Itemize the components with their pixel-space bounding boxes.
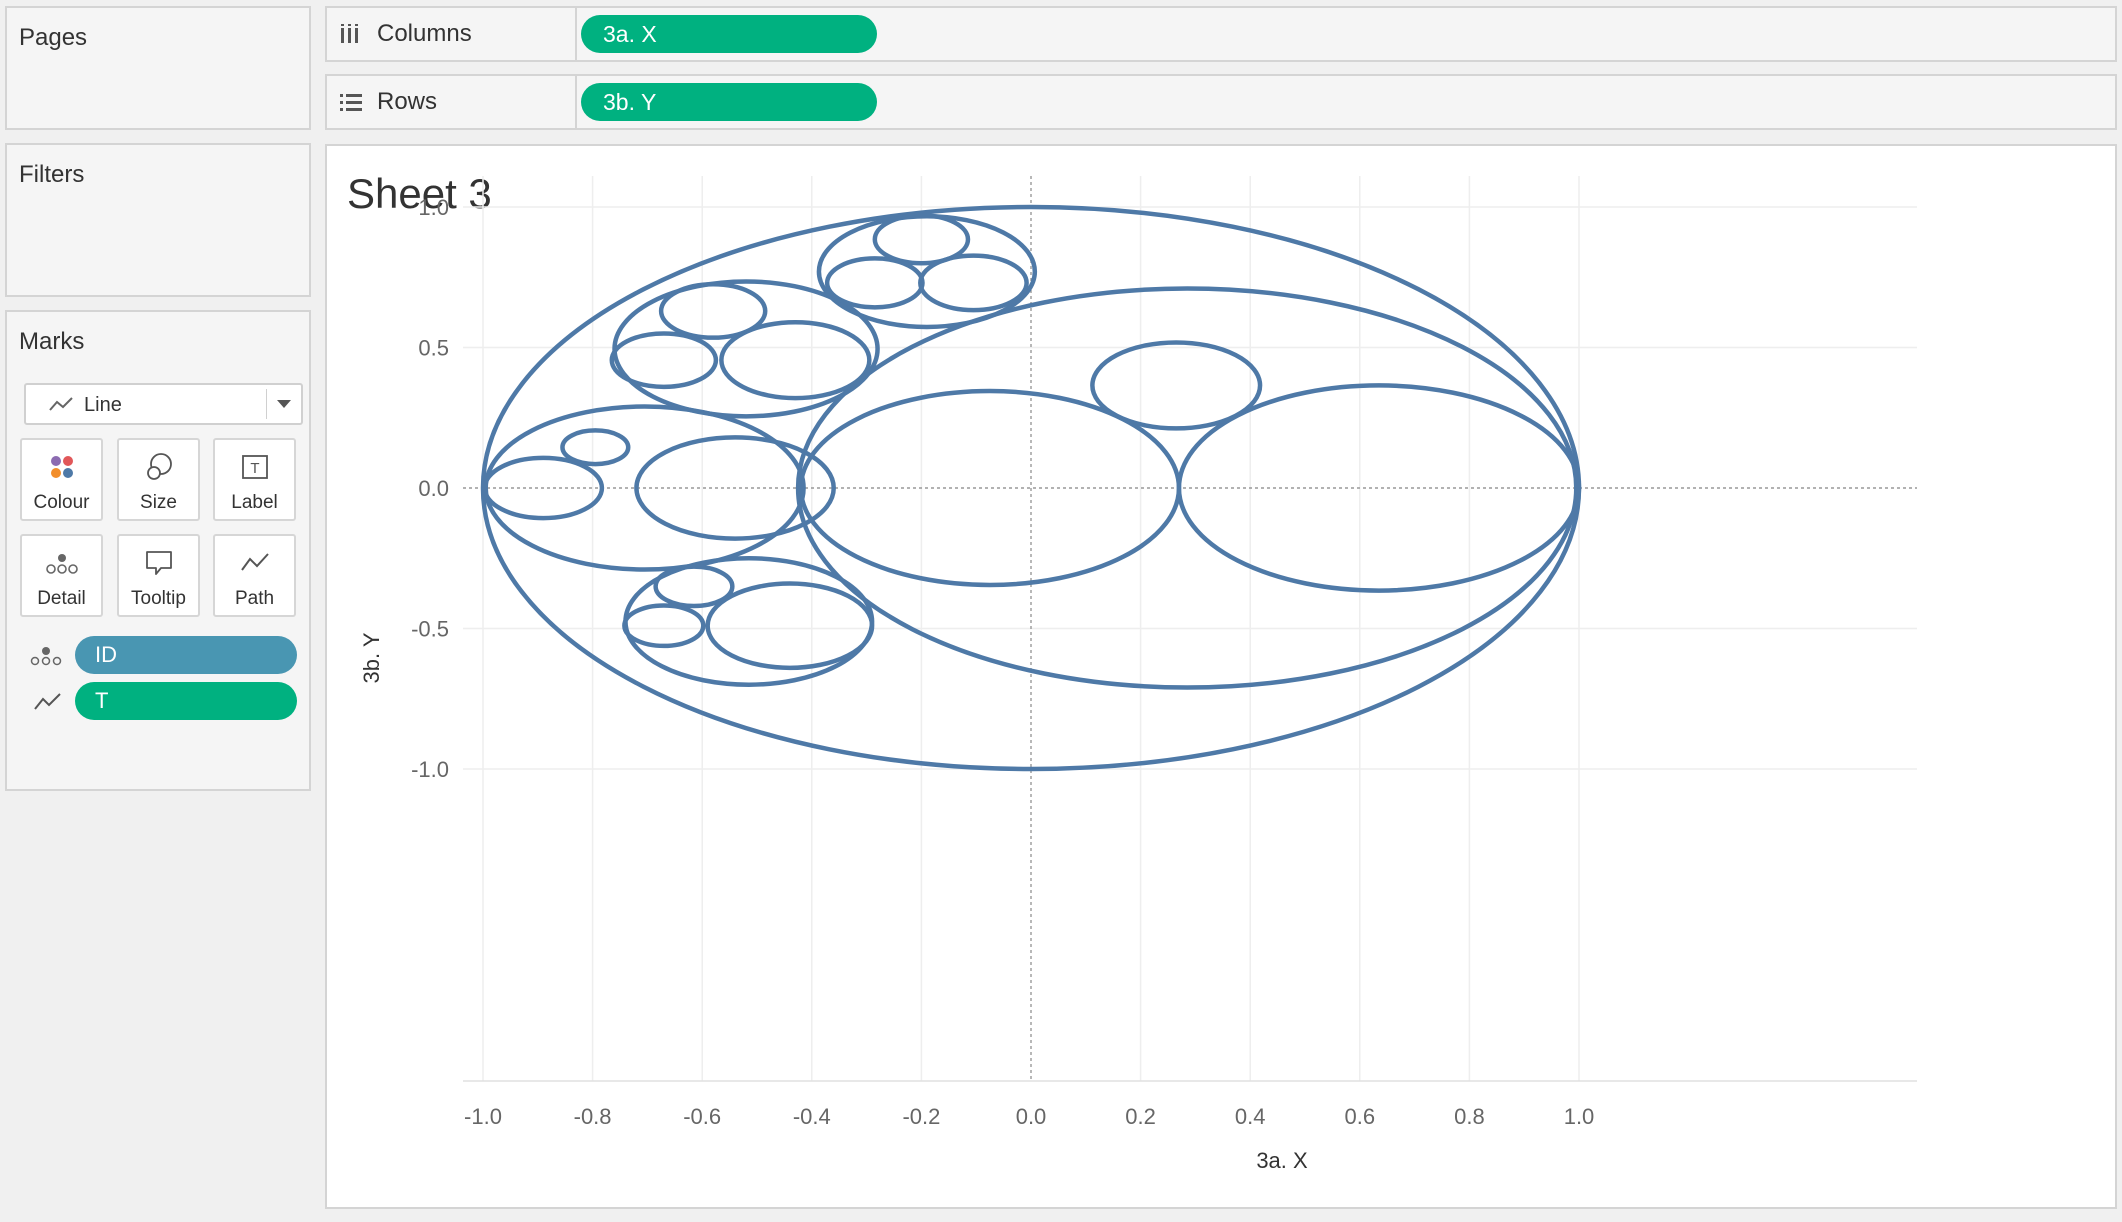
circle-path-10[interactable] (609, 331, 719, 390)
rows-icon (340, 94, 362, 111)
columns-label: Columns (377, 20, 472, 47)
x-tick-label: 0.0 (1016, 1104, 1047, 1129)
label-label: Label (231, 492, 278, 513)
zero-lines (463, 176, 1917, 1081)
path-field-icon (34, 693, 61, 710)
y-tick-label: -0.5 (411, 617, 449, 642)
size-button[interactable]: Size (117, 438, 200, 521)
rows-shelf-label: Rows (327, 76, 577, 128)
x-tick-label: -1.0 (464, 1104, 502, 1129)
mark-type-label: Line (84, 394, 122, 416)
tooltip-button[interactable]: Tooltip (117, 534, 200, 617)
y-field-label: 3b. Y (603, 88, 657, 115)
svg-text:T: T (250, 460, 259, 477)
detail-button[interactable]: Detail (20, 534, 103, 617)
x-tick-label: 0.8 (1454, 1104, 1485, 1129)
chevron-down-icon[interactable] (276, 399, 292, 409)
path-button[interactable]: Path (213, 534, 296, 617)
detail-label: Detail (37, 588, 86, 609)
circle-path-1[interactable] (795, 286, 1579, 690)
y-field-pill[interactable]: 3b. Y (581, 83, 877, 121)
sheet-title: Sheet 3 (347, 170, 492, 217)
line-mark-icon (49, 397, 73, 411)
grid (463, 176, 1917, 1081)
circle-path-16[interactable] (918, 253, 1029, 313)
pages-panel[interactable]: Pages (5, 6, 311, 130)
dropdown-separator (266, 389, 267, 419)
colour-label: Colour (33, 492, 90, 513)
circle-path-3[interactable] (1176, 383, 1582, 593)
rows-label: Rows (377, 88, 438, 115)
id-field-label: ID (95, 642, 117, 667)
y-tick-label: 0.0 (418, 476, 449, 501)
circle-path-15[interactable] (824, 256, 925, 310)
marks-title: Marks (19, 328, 85, 355)
y-tick-label: -1.0 (411, 757, 449, 782)
circle-path-19[interactable] (622, 603, 706, 649)
circle-path-20[interactable] (705, 581, 875, 671)
circle-path-7[interactable] (634, 435, 836, 541)
x-tick-label: -0.2 (902, 1104, 940, 1129)
y-axis-title: 3b. Y (359, 632, 384, 683)
detail-field-icon (30, 647, 62, 666)
tooltip-icon (145, 551, 172, 575)
circle-path-6[interactable] (482, 455, 605, 521)
chart-svg[interactable]: -1.0 -0.8 -0.6 -0.4 -0.2 0.0 0.2 0.4 0.6 0.8 1.0 1… (327, 146, 2115, 1207)
mark-type-dropdown[interactable]: Line (24, 383, 303, 425)
x-tick-label: 0.6 (1345, 1104, 1376, 1129)
t-field-label: T (95, 688, 109, 713)
y-tick-label: 0.5 (418, 336, 449, 361)
text-label-icon: T (241, 455, 268, 479)
circle-path-8[interactable] (560, 428, 631, 467)
x-field-label: 3a. X (603, 20, 657, 47)
x-tick-label: -0.4 (793, 1104, 831, 1129)
columns-shelf-label: Columns (327, 8, 577, 60)
circle-path-11[interactable] (719, 319, 872, 401)
x-tick-label: -0.8 (574, 1104, 612, 1129)
columns-shelf[interactable]: Columns 3a. X (325, 6, 2117, 62)
pages-title: Pages (19, 24, 88, 51)
path-label: Path (234, 588, 275, 609)
circle-path-4[interactable] (1090, 340, 1263, 431)
rows-shelf[interactable]: Rows 3b. Y (325, 74, 2117, 130)
label-button[interactable]: T Label (213, 438, 296, 521)
x-tick-label: -0.6 (683, 1104, 721, 1129)
filters-panel[interactable]: Filters (5, 143, 311, 297)
colour-button[interactable]: Colour (20, 438, 103, 521)
x-tick-labels: -1.0 -0.8 -0.6 -0.4 -0.2 0.0 0.2 0.4 0.6 0.8 1.0 (464, 1104, 1594, 1129)
columns-icon (341, 24, 358, 43)
id-field-pill[interactable]: ID (75, 636, 297, 674)
size-icon (146, 453, 172, 480)
y-tick-label: 1.0 (418, 195, 449, 220)
tooltip-label: Tooltip (131, 588, 186, 609)
t-field-pill[interactable]: T (75, 682, 297, 720)
colour-icon (50, 456, 73, 478)
sheet-view: Sheet 3 -1.0 -0.8 -0.6 -0.4 -0.2 0.0 0.2 0.4 0.6… (325, 144, 2117, 1209)
circles (480, 204, 1582, 772)
x-field-pill[interactable]: 3a. X (581, 15, 877, 53)
y-tick-labels: 1.0 0.5 0.0 -0.5 -1.0 (411, 195, 449, 782)
marks-panel: Marks Line Colour Size (5, 310, 311, 791)
size-label: Size (140, 492, 177, 513)
circle-path-18[interactable] (653, 564, 735, 609)
path-icon (240, 553, 269, 571)
circle-path-12[interactable] (658, 282, 768, 340)
x-axis-title: 3a. X (1256, 1148, 1308, 1173)
filters-title: Filters (19, 161, 85, 188)
x-tick-label: 0.2 (1125, 1104, 1156, 1129)
detail-icon (45, 554, 78, 574)
x-tick-label: 1.0 (1564, 1104, 1595, 1129)
circle-path-14[interactable] (872, 213, 971, 266)
x-tick-label: 0.4 (1235, 1104, 1266, 1129)
